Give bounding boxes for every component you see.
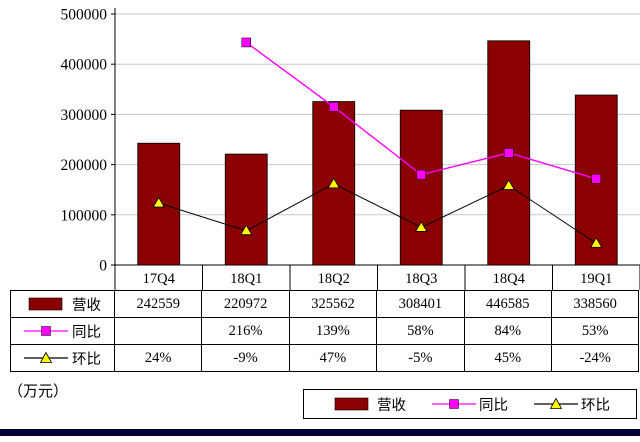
revenue-combo-chart: 0 100000 200000 300000 400000 500000 17Q4 18Q1 1…	[61, 7, 640, 290]
y-tick-label: 200000	[61, 157, 108, 174]
series-label: 同比	[72, 324, 101, 341]
table-cell: 325562	[289, 291, 378, 318]
yoy-marker	[241, 37, 251, 48]
y-tick-label: 400000	[61, 57, 108, 74]
y-tick-label: 100000	[61, 207, 108, 224]
revenue-swatch-icon	[334, 397, 369, 411]
qoq-swatch-icon	[534, 397, 578, 409]
table-cell: -5%	[377, 345, 465, 372]
table-cell: 308401	[377, 291, 465, 318]
legend-item-yoy: 同比	[432, 394, 508, 415]
qoq-marker	[590, 236, 603, 248]
qoq-marker	[502, 179, 515, 190]
revenue-bar	[224, 153, 268, 266]
category-label: 19Q1	[580, 271, 612, 287]
legend-item-qoq: 环比	[534, 394, 610, 415]
revenue-bar	[399, 109, 443, 266]
unit-label: （万元）	[8, 384, 69, 400]
table-cell: 338560	[551, 291, 640, 318]
chart-legend: 营收 同比 环比	[303, 389, 637, 419]
yoy-swatch-icon	[432, 399, 476, 409]
yoy-marker	[504, 148, 514, 158]
table-cell: 216%	[202, 318, 290, 345]
series-label-cell-qoq: 环比	[11, 345, 115, 372]
bottom-divider	[0, 429, 640, 436]
qoq-marker	[327, 177, 340, 189]
yoy-swatch-icon	[24, 326, 68, 336]
category-label: 18Q1	[230, 271, 262, 287]
legend-label: 环比	[581, 397, 610, 414]
yoy-marker	[416, 169, 426, 180]
series-label: 营收	[72, 297, 101, 314]
table-cell: 24%	[115, 345, 203, 372]
yoy-marker	[329, 102, 339, 112]
qoq-line	[158, 183, 597, 244]
table-cell: 45%	[464, 345, 552, 372]
series-label-cell-yoy: 同比	[11, 318, 115, 345]
series-label: 环比	[72, 351, 101, 368]
y-tick-label: 500000	[61, 7, 108, 24]
chart-data-table: 营收 242559 220972 325562 308401 446585 338560 同比…	[10, 290, 640, 372]
y-tick-label: 300000	[61, 107, 108, 124]
y-tick-label: 0	[99, 258, 107, 275]
category-label: 18Q4	[493, 271, 526, 287]
qoq-marker	[415, 221, 428, 232]
table-cell: -24%	[551, 345, 640, 372]
legend-label: 同比	[479, 397, 508, 414]
legend-label: 营收	[377, 397, 406, 414]
revenue-swatch-icon	[28, 297, 63, 311]
series-label-cell-revenue: 营收	[11, 291, 115, 318]
table-cell: 47%	[289, 345, 378, 372]
table-cell: 53%	[551, 318, 640, 345]
qoq-marker	[152, 196, 165, 208]
table-cell: 84%	[464, 318, 552, 345]
table-cell: 139%	[289, 318, 378, 345]
category-label: 18Q2	[318, 271, 350, 287]
qoq-swatch-icon	[24, 351, 68, 363]
table-cell: 446585	[464, 291, 552, 318]
table-cell: 58%	[377, 318, 465, 345]
yoy-marker	[591, 174, 601, 184]
qoq-marker	[240, 224, 253, 236]
legend-item-revenue: 营收	[330, 394, 406, 415]
category-label: 18Q3	[405, 271, 437, 287]
table-cell: 220972	[202, 291, 290, 318]
table-cell	[115, 318, 203, 345]
table-cell: 242559	[115, 291, 203, 318]
category-label: 17Q4	[143, 271, 176, 287]
table-cell: -9%	[202, 345, 290, 372]
